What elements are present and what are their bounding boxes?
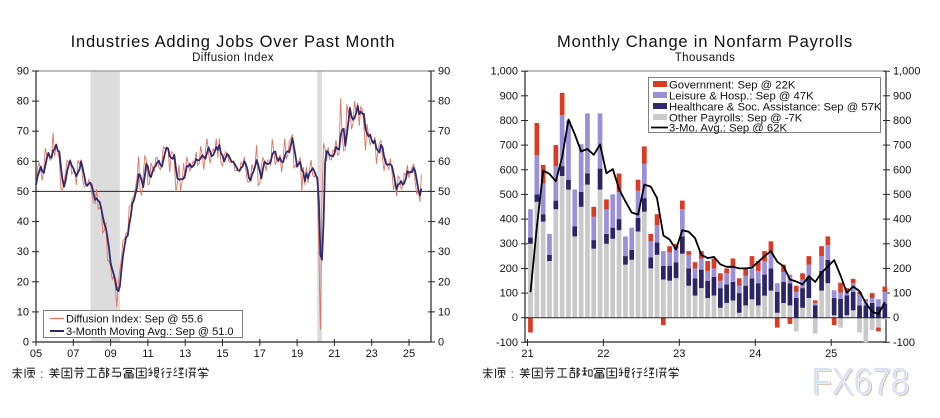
svg-text:Industries Adding Jobs Over Pa: Industries Adding Jobs Over Past Month xyxy=(71,33,396,51)
svg-text:10: 10 xyxy=(438,306,450,318)
svg-text:FX678: FX678 xyxy=(813,362,911,405)
svg-text:22: 22 xyxy=(597,348,609,360)
svg-text:70: 70 xyxy=(17,126,29,138)
svg-text:400: 400 xyxy=(893,214,911,226)
svg-text:19: 19 xyxy=(291,348,303,360)
svg-text:3-Month Moving Avg.: Sep @ 51.: 3-Month Moving Avg.: Sep @ 51.0 xyxy=(66,326,234,338)
svg-text:80: 80 xyxy=(438,96,450,108)
svg-text:05: 05 xyxy=(30,348,42,360)
svg-text:90: 90 xyxy=(438,66,450,78)
svg-text:400: 400 xyxy=(500,214,518,226)
svg-text:60: 60 xyxy=(17,156,29,168)
svg-text:24: 24 xyxy=(749,348,761,360)
svg-text:700: 700 xyxy=(500,140,518,152)
svg-text:200: 200 xyxy=(500,263,518,275)
svg-text:Diffusion Index: Sep @ 55.6: Diffusion Index: Sep @ 55.6 xyxy=(66,314,203,326)
svg-text:20: 20 xyxy=(438,276,450,288)
svg-text:Thousands: Thousands xyxy=(675,52,736,64)
svg-text:30: 30 xyxy=(17,246,29,258)
svg-text:800: 800 xyxy=(500,115,518,127)
svg-text:60: 60 xyxy=(438,156,450,168)
svg-text:15: 15 xyxy=(216,348,228,360)
svg-text:Government: Sep @ 22K: Government: Sep @ 22K xyxy=(669,80,796,92)
svg-text:30: 30 xyxy=(438,246,450,258)
svg-text:Monthly Change in Nonfarm Payr: Monthly Change in Nonfarm Payrolls xyxy=(557,33,853,51)
svg-text:13: 13 xyxy=(179,348,191,360)
svg-text:23: 23 xyxy=(366,348,378,360)
svg-text:100: 100 xyxy=(893,288,911,300)
svg-text:600: 600 xyxy=(500,164,518,176)
svg-text:Other Payrolls: Sep @ -7K: Other Payrolls: Sep @ -7K xyxy=(669,113,803,125)
svg-text:0: 0 xyxy=(512,312,518,324)
svg-text:500: 500 xyxy=(893,189,911,201)
svg-text:100: 100 xyxy=(500,288,518,300)
svg-text:50: 50 xyxy=(438,186,450,198)
svg-text:FX678: FX678 xyxy=(811,360,909,403)
svg-text:300: 300 xyxy=(893,238,911,250)
svg-text:25: 25 xyxy=(403,348,415,360)
svg-text:-100: -100 xyxy=(496,337,518,349)
svg-text:1,000: 1,000 xyxy=(490,66,518,78)
svg-text:Diffusion Index: Diffusion Index xyxy=(192,52,274,64)
svg-text:40: 40 xyxy=(438,216,450,228)
svg-text:09: 09 xyxy=(104,348,116,360)
svg-text:11: 11 xyxy=(142,348,153,360)
svg-text:80: 80 xyxy=(17,96,29,108)
svg-text:0: 0 xyxy=(438,337,444,349)
svg-text:07: 07 xyxy=(67,348,79,360)
svg-text:600: 600 xyxy=(893,164,911,176)
svg-text:-100: -100 xyxy=(893,337,915,349)
svg-text:17: 17 xyxy=(254,348,266,360)
svg-text:50: 50 xyxy=(17,186,29,198)
svg-text:40: 40 xyxy=(17,216,29,228)
svg-text:800: 800 xyxy=(893,115,911,127)
svg-text:25: 25 xyxy=(825,348,837,360)
svg-text:Leisure & Hosp.: Sep @ 47K: Leisure & Hosp.: Sep @ 47K xyxy=(669,91,814,103)
svg-text:70: 70 xyxy=(438,126,450,138)
svg-text:21: 21 xyxy=(328,348,340,360)
svg-text:900: 900 xyxy=(893,90,911,102)
svg-text:Healthcare & Soc. Assistance:: Healthcare & Soc. Assistance: Sep @ 57K xyxy=(669,102,882,114)
svg-text:3-Mo. Avg.: Sep @ 62K: 3-Mo. Avg.: Sep @ 62K xyxy=(669,123,787,135)
svg-text:23: 23 xyxy=(673,348,685,360)
svg-text:200: 200 xyxy=(893,263,911,275)
svg-text:500: 500 xyxy=(500,189,518,201)
svg-text:0: 0 xyxy=(893,312,899,324)
svg-text:700: 700 xyxy=(893,140,911,152)
svg-text:300: 300 xyxy=(500,238,518,250)
svg-text:90: 90 xyxy=(17,66,29,78)
svg-text:20: 20 xyxy=(17,276,29,288)
svg-text:21: 21 xyxy=(521,348,533,360)
svg-text:900: 900 xyxy=(500,90,518,102)
svg-text:10: 10 xyxy=(17,306,29,318)
svg-text:0: 0 xyxy=(23,337,29,349)
svg-text:1,000: 1,000 xyxy=(893,66,921,78)
